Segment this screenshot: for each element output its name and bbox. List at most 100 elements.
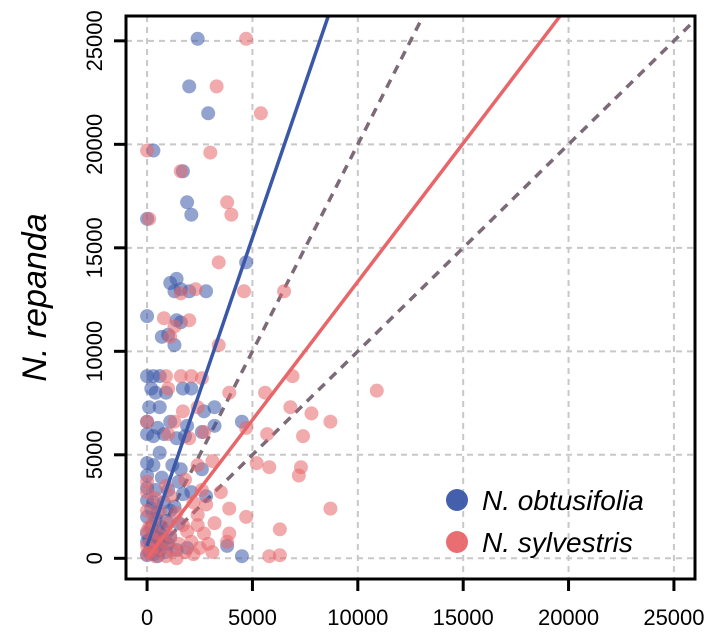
point-s1-45 — [190, 458, 205, 473]
point-s1-53 — [148, 491, 163, 506]
reference-lines — [145, 16, 695, 560]
point-s1-90 — [159, 549, 174, 564]
point-s1-14 — [156, 311, 171, 326]
point-s1-58 — [323, 501, 338, 516]
point-s0-41 — [146, 429, 161, 444]
point-s0-0 — [190, 31, 205, 46]
y-axis-ticks: 0 5000 10000 15000 20000 25000 — [82, 10, 126, 564]
point-s0-30 — [152, 400, 167, 415]
point-s1-57 — [222, 501, 237, 516]
point-s0-15 — [140, 309, 155, 324]
point-s1-62 — [190, 507, 205, 522]
point-s1-68 — [207, 516, 222, 531]
point-s1-69 — [272, 522, 287, 537]
x-tick-label-1: 5000 — [228, 605, 277, 630]
point-s1-3 — [140, 143, 155, 158]
legend-label-1: N. sylvestris — [482, 527, 633, 558]
point-s1-9 — [211, 255, 226, 270]
point-s1-6 — [220, 195, 235, 210]
series-0-points — [140, 31, 254, 564]
point-s1-12 — [188, 282, 203, 297]
fit-lines — [145, 16, 562, 560]
point-s0-25 — [148, 385, 163, 400]
point-s0-32 — [207, 400, 222, 415]
point-s0-2 — [201, 106, 216, 121]
point-s1-92 — [186, 547, 201, 562]
y-tick-label-3: 15000 — [82, 217, 107, 278]
point-s1-17 — [163, 329, 178, 344]
point-s0-5 — [180, 195, 195, 210]
legend-marker-1 — [446, 531, 468, 553]
point-s1-24 — [161, 381, 176, 396]
point-s1-19 — [159, 369, 174, 384]
point-s1-4 — [203, 145, 218, 160]
point-s0-29 — [142, 400, 157, 415]
point-s1-39 — [260, 427, 275, 442]
fit-line-1 — [145, 16, 562, 560]
x-axis-ticks: 0 5000 10000 15000 20000 25000 — [141, 579, 705, 630]
point-s1-49 — [178, 472, 193, 487]
data-points — [140, 31, 384, 566]
point-s0-12 — [199, 284, 214, 299]
point-s1-47 — [140, 474, 155, 489]
point-s1-20 — [173, 369, 188, 384]
point-s1-33 — [167, 414, 182, 429]
point-s1-94 — [272, 548, 287, 563]
legend-label-0: N. obtusifolia — [482, 485, 644, 516]
point-s1-10 — [277, 284, 292, 299]
y-tick-label-1: 5000 — [82, 430, 107, 479]
point-s0-6 — [184, 207, 199, 222]
x-tick-label-4: 20000 — [538, 605, 599, 630]
plot-frame — [124, 14, 697, 581]
point-s1-40 — [296, 429, 311, 444]
point-s1-11 — [237, 284, 252, 299]
point-s1-87 — [205, 545, 220, 560]
point-s1-7 — [224, 207, 239, 222]
x-tick-label-3: 15000 — [433, 605, 494, 630]
point-s1-30 — [283, 400, 298, 415]
y-axis-title: N. repanda — [16, 213, 54, 381]
point-s1-21 — [184, 369, 199, 384]
point-s1-56 — [199, 497, 214, 512]
point-s1-0 — [239, 31, 254, 46]
point-s0-47 — [146, 458, 161, 473]
point-s1-37 — [161, 427, 176, 442]
point-s1-41 — [249, 456, 264, 471]
point-s1-59 — [140, 503, 155, 518]
point-s0-88 — [234, 549, 249, 564]
x-tick-label-2: 10000 — [327, 605, 388, 630]
reference-line-1 — [145, 18, 695, 560]
point-s1-35 — [323, 414, 338, 429]
point-s1-46 — [205, 454, 220, 469]
point-s0-38 — [207, 418, 222, 433]
point-s1-5 — [173, 164, 188, 179]
point-s1-27 — [369, 383, 384, 398]
y-tick-label-5: 25000 — [82, 10, 107, 71]
point-s1-91 — [169, 551, 184, 566]
point-s0-1 — [182, 79, 197, 94]
point-s1-25 — [222, 385, 237, 400]
point-s1-31 — [304, 406, 319, 421]
point-s1-34 — [196, 425, 211, 440]
grid-lines — [126, 16, 695, 579]
point-s1-43 — [262, 460, 277, 475]
legend: N. obtusifolia N. sylvestris — [446, 485, 644, 558]
point-s1-63 — [239, 509, 254, 524]
point-s0-45 — [152, 445, 167, 460]
point-s1-13 — [173, 286, 188, 301]
point-s1-28 — [175, 404, 190, 419]
point-s1-1 — [209, 79, 224, 94]
point-s1-44 — [291, 468, 306, 483]
point-s1-81 — [220, 534, 235, 549]
point-s1-8 — [142, 211, 157, 226]
point-s1-55 — [186, 495, 201, 510]
point-s1-15 — [182, 313, 197, 328]
y-tick-label-4: 20000 — [82, 114, 107, 175]
point-s1-51 — [213, 485, 228, 500]
point-s1-32 — [140, 414, 155, 429]
y-tick-label-2: 10000 — [82, 321, 107, 382]
legend-marker-0 — [446, 489, 468, 511]
point-s0-28 — [184, 381, 199, 396]
x-tick-label-5: 25000 — [643, 605, 704, 630]
